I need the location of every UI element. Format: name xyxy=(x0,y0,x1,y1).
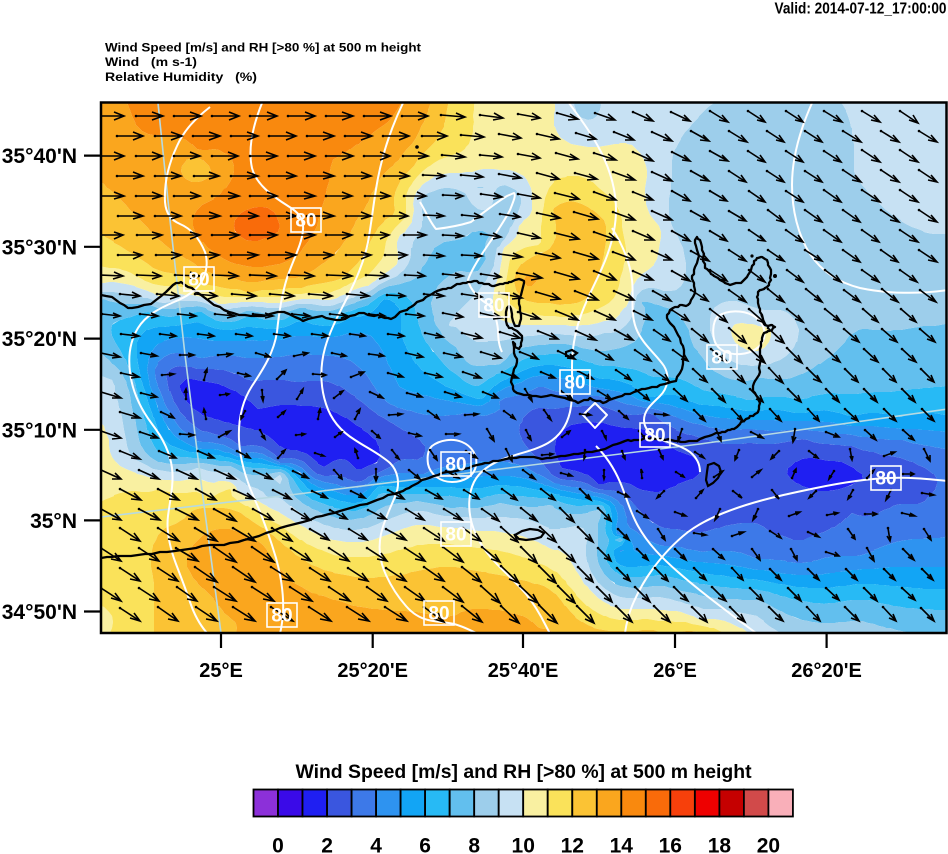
svg-text:80: 80 xyxy=(644,426,665,447)
svg-text:16: 16 xyxy=(659,835,682,854)
svg-text:35°30'N: 35°30'N xyxy=(2,236,77,259)
svg-text:35°10'N: 35°10'N xyxy=(2,419,77,442)
svg-text:25°40'E: 25°40'E xyxy=(488,660,559,682)
svg-text:12: 12 xyxy=(561,835,584,854)
svg-text:34°50'N: 34°50'N xyxy=(2,601,77,624)
svg-text:14: 14 xyxy=(610,835,634,854)
svg-text:Wind (m s-1): Wind (m s-1) xyxy=(105,55,197,69)
svg-text:80: 80 xyxy=(188,270,209,291)
svg-text:Valid: 2014-07-12_17:00:00: Valid: 2014-07-12_17:00:00 xyxy=(775,1,947,18)
svg-text:Wind Speed [m/s] and RH [>80 %: Wind Speed [m/s] and RH [>80 %] at 500 m… xyxy=(295,761,752,783)
svg-text:Wind Speed [m/s] and RH [>80 %: Wind Speed [m/s] and RH [>80 %] at 500 m… xyxy=(105,40,421,54)
svg-text:8: 8 xyxy=(468,835,480,854)
svg-text:Relative Humidity (%): Relative Humidity (%) xyxy=(105,70,257,84)
svg-text:80: 80 xyxy=(445,455,466,476)
svg-text:80: 80 xyxy=(564,373,585,394)
svg-text:26°E: 26°E xyxy=(653,660,697,682)
svg-text:25°20'E: 25°20'E xyxy=(337,660,408,682)
svg-text:80: 80 xyxy=(711,348,732,369)
svg-text:18: 18 xyxy=(708,835,732,854)
svg-text:80: 80 xyxy=(445,525,466,546)
svg-text:20: 20 xyxy=(757,835,780,854)
svg-text:6: 6 xyxy=(419,835,431,854)
svg-text:80: 80 xyxy=(483,296,504,317)
svg-text:10: 10 xyxy=(512,835,535,854)
svg-text:35°20'N: 35°20'N xyxy=(2,328,77,351)
svg-text:26°20'E: 26°20'E xyxy=(791,660,862,682)
svg-text:80: 80 xyxy=(295,211,316,232)
svg-text:80: 80 xyxy=(271,606,292,627)
svg-text:25°E: 25°E xyxy=(199,660,243,682)
svg-text:35°N: 35°N xyxy=(30,510,77,533)
svg-text:0: 0 xyxy=(272,835,284,854)
svg-text:80: 80 xyxy=(875,469,896,490)
svg-text:2: 2 xyxy=(321,835,333,854)
svg-text:80: 80 xyxy=(428,604,449,625)
svg-text:35°40'N: 35°40'N xyxy=(2,145,77,168)
svg-text:4: 4 xyxy=(370,835,382,854)
